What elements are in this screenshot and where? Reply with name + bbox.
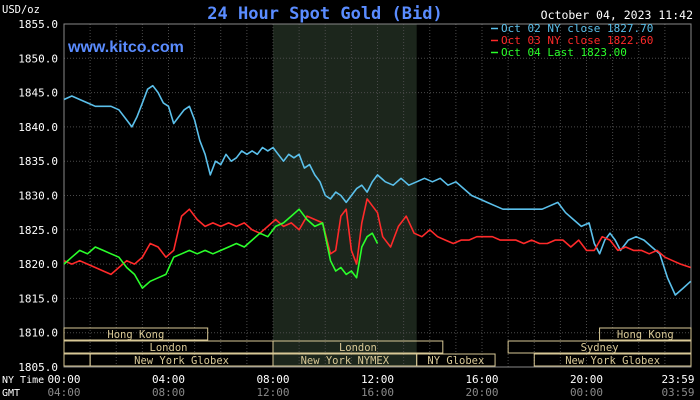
- x-tick-label-ny: 23:59: [661, 373, 694, 386]
- gmt-label: GMT: [2, 388, 20, 399]
- session-box: [63, 327, 209, 341]
- chart-title: 24 Hour Spot Gold (Bid): [207, 4, 442, 24]
- session-box: [416, 353, 496, 367]
- y-tick-label: 1825.0: [18, 224, 58, 237]
- legend-entry-3: Oct 04 Last 1823.00: [501, 46, 627, 59]
- session-label: New York Globex: [134, 355, 229, 367]
- x-tick-label-gmt: 03:59: [661, 386, 694, 399]
- session-box: [599, 327, 692, 341]
- series-line-1: [63, 84, 692, 296]
- session-box: [507, 340, 692, 354]
- session-label: New York Globex: [565, 355, 660, 367]
- session-label: NY Globex: [427, 355, 484, 367]
- y-tick-label: 1855.0: [18, 18, 58, 31]
- x-tick-label-ny: 08:00: [256, 373, 289, 386]
- session-box: [272, 340, 444, 354]
- timestamp: October 04, 2023 11:42: [541, 8, 693, 22]
- x-tick-label-gmt: 12:00: [256, 386, 289, 399]
- watermark-text: www.kitco.com: [67, 39, 184, 56]
- x-tick-label-ny: 20:00: [570, 373, 603, 386]
- x-tick-label-gmt: 04:00: [47, 386, 80, 399]
- y-tick-label: 1845.0: [18, 87, 58, 100]
- session-label: London: [339, 342, 377, 354]
- x-tick-label-gmt: 20:00: [465, 386, 498, 399]
- plot-frame: [63, 23, 692, 368]
- session-label: Hong Kong: [617, 329, 674, 341]
- y-tick-label: 1805.0: [18, 361, 58, 374]
- x-tick-label-ny: 16:00: [465, 373, 498, 386]
- y-tick-label: 1815.0: [18, 292, 58, 305]
- series-line-3: [63, 208, 379, 289]
- ny-time-label: NY Time: [2, 375, 44, 386]
- session-label: Hong Kong: [107, 329, 164, 341]
- y-tick-label: 1830.0: [18, 190, 58, 203]
- x-tick-label-ny: 12:00: [361, 373, 394, 386]
- x-tick-label-gmt: 16:00: [361, 386, 394, 399]
- x-tick-label-gmt: 08:00: [152, 386, 185, 399]
- x-tick-label-ny: 00:00: [47, 373, 80, 386]
- y-axis-label: USD/oz: [2, 4, 40, 16]
- series-line-2: [63, 198, 691, 276]
- session-label: London: [150, 342, 188, 354]
- y-tick-label: 1835.0: [18, 155, 58, 168]
- legend-entry-2: Oct 03 NY close 1822.60: [501, 34, 653, 47]
- session-box: [533, 353, 692, 367]
- session-label: New York NYMEX: [301, 355, 390, 367]
- legend-entry-1: Oct 02 NY close 1827.70: [501, 22, 653, 35]
- x-tick-label-gmt: 00:00: [570, 386, 603, 399]
- y-tick-label: 1810.0: [18, 327, 58, 340]
- y-tick-label: 1820.0: [18, 258, 58, 271]
- y-tick-label: 1850.0: [18, 52, 58, 65]
- shaded-session-band: [273, 24, 417, 367]
- y-tick-label: 1840.0: [18, 121, 58, 134]
- x-tick-label-ny: 04:00: [152, 373, 185, 386]
- session-label: Sydney: [581, 342, 619, 354]
